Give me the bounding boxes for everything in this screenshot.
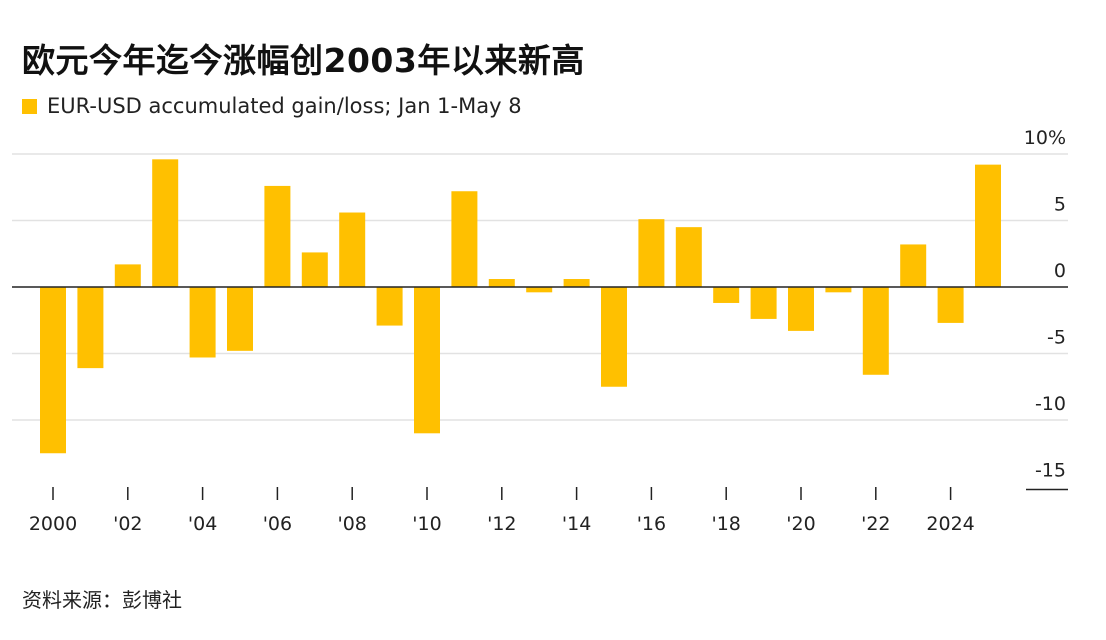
x-tick-label: '20 — [786, 513, 815, 535]
y-tick-label: -15 — [1035, 460, 1066, 482]
y-tick-label: -5 — [1047, 327, 1066, 349]
bar — [563, 279, 590, 287]
bars — [40, 159, 1001, 454]
x-tick-label: '22 — [861, 513, 890, 535]
x-tick-label: '18 — [711, 513, 740, 535]
bar — [451, 191, 478, 287]
bar — [77, 287, 104, 369]
legend-label: EUR-USD accumulated gain/loss; Jan 1-May… — [47, 94, 522, 118]
x-tick-label: '02 — [113, 513, 142, 535]
bar — [376, 287, 403, 326]
bar — [414, 287, 440, 434]
y-tick-label: 5 — [1054, 194, 1066, 216]
bar — [488, 279, 515, 287]
bar — [114, 264, 141, 287]
x-tick-label: 2024 — [926, 513, 974, 535]
legend-swatch — [22, 98, 37, 114]
bar — [713, 287, 740, 303]
bar — [227, 287, 253, 351]
bar — [638, 219, 665, 287]
x-tick-label: '08 — [337, 513, 366, 535]
bar — [975, 164, 1001, 287]
y-tick-label: 10% — [1024, 127, 1066, 149]
bar — [825, 287, 852, 293]
bar — [40, 287, 66, 454]
x-tick-label: '16 — [637, 513, 666, 535]
bar — [301, 252, 328, 287]
bar — [526, 287, 553, 293]
bar — [937, 287, 964, 323]
bar — [152, 159, 179, 287]
bar — [601, 287, 627, 387]
y-tick-label: 0 — [1054, 260, 1066, 282]
y-tick-labels: 10% 5 0 -5 -10 -15 — [1024, 127, 1066, 482]
x-tick-label: '10 — [412, 513, 441, 535]
source-note: 资料来源：彭博社 — [22, 588, 182, 612]
bar — [189, 287, 216, 358]
x-tick-label: '06 — [263, 513, 292, 535]
bar — [675, 227, 702, 287]
axes — [12, 286, 1068, 500]
x-tick-labels: 2000 '02 '04 '06 '08 '10 '12 '14 '16 '18 '20 '22 202… — [29, 513, 975, 535]
x-tick-label: '14 — [562, 513, 591, 535]
bar — [900, 244, 927, 287]
gridlines — [12, 153, 1068, 421]
bar — [264, 185, 291, 287]
bar — [788, 287, 814, 331]
x-tick-label: '04 — [188, 513, 217, 535]
bar — [862, 287, 889, 375]
x-tick-label: '12 — [487, 513, 516, 535]
legend: EUR-USD accumulated gain/loss; Jan 1-May… — [22, 94, 522, 118]
chart-title: 欧元今年迄今涨幅创2003年以来新高 — [22, 41, 585, 80]
y-tick-label: -10 — [1035, 393, 1066, 415]
bar — [750, 287, 777, 319]
bar — [339, 212, 366, 287]
x-tick-label: 2000 — [29, 513, 77, 535]
